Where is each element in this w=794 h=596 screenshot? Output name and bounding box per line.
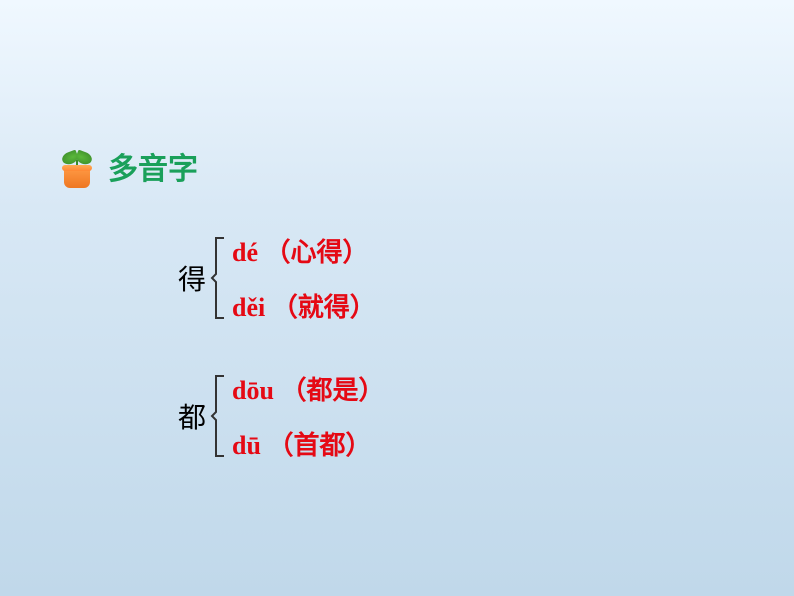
example-word: （心得） xyxy=(265,238,369,267)
reading-item: dé （心得） xyxy=(232,232,376,269)
character: 都 xyxy=(178,396,206,436)
pinyin: děi xyxy=(232,293,265,322)
pinyin: dé xyxy=(232,238,258,267)
readings-group: dōu （都是） dū （首都） xyxy=(232,370,384,462)
readings-group: dé （心得） děi （就得） xyxy=(232,232,376,324)
title-row: 多音字 xyxy=(56,144,198,188)
pinyin: dōu xyxy=(232,376,274,405)
example-word: （都是） xyxy=(280,376,384,405)
example-word: （首都） xyxy=(267,431,371,460)
example-word: （就得） xyxy=(272,293,376,322)
character: 得 xyxy=(178,258,206,298)
reading-item: děi （就得） xyxy=(232,287,376,324)
bracket-icon xyxy=(210,236,226,320)
reading-item: dōu （都是） xyxy=(232,370,384,407)
section-title: 多音字 xyxy=(108,144,198,188)
polyphone-entry: 都 dōu （都是） dū （首都） xyxy=(178,370,384,462)
bracket-icon xyxy=(210,374,226,458)
reading-item: dū （首都） xyxy=(232,425,384,462)
plant-pot-icon xyxy=(56,144,98,188)
polyphone-entry: 得 dé （心得） děi （就得） xyxy=(178,232,376,324)
pinyin: dū xyxy=(232,431,261,460)
